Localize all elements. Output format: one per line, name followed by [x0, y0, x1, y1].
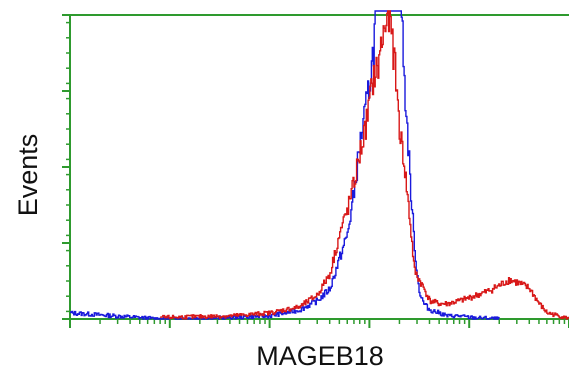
x-axis-title: MAGEB18 [256, 341, 384, 371]
series-line-2 [160, 10, 569, 320]
plot-frame [69, 14, 569, 320]
y-axis-title: Events [13, 134, 43, 217]
series-layer [70, 10, 569, 320]
axis-ticks [62, 14, 569, 328]
series-line-1 [70, 10, 500, 320]
